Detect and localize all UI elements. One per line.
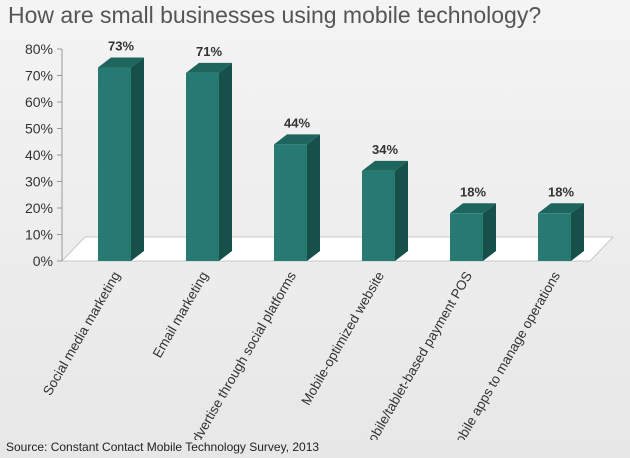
y-tick-label: 50% [25,121,53,137]
y-tick-label: 70% [25,68,53,84]
bar-value-label: 73% [108,39,134,54]
chart-floor [61,236,614,262]
x-tick-label: Advertise through social platforms [184,269,299,440]
y-tick-label: 20% [25,200,53,216]
bar-top [98,57,144,68]
bar-chart: 0% 10% 20% 30% 40% 50% 60% 70% 80% 73% 71% 44% 34% 18… [25,39,614,440]
bar-top [362,160,408,171]
bar-top [450,203,496,214]
y-tick-label: 10% [25,227,53,243]
y-tick-label: 60% [25,94,53,110]
bar-value-label: 44% [284,115,310,130]
bar-value-label: 71% [196,44,222,59]
bar-side [395,160,408,261]
y-tick-label: 80% [25,41,53,57]
bar [362,170,395,261]
bar-side [219,62,232,261]
bar [274,144,307,261]
x-tick-label: Mobile/tablet-based payment POS [359,269,475,440]
bar-value-label: 34% [372,142,398,157]
y-tick-label: 0% [33,253,53,269]
y-tick-label: 30% [25,174,53,190]
bar-side [307,134,320,261]
x-tick-label: Email marketing [150,269,211,360]
bar [98,67,131,261]
bar-value-label: 18% [460,184,486,199]
bar [538,213,571,261]
x-tick-label: Social media marketing [40,269,123,398]
bar-top [538,203,584,214]
bar-side [131,57,144,261]
bar-side [571,203,584,261]
bar-side [483,203,496,261]
bar [450,213,483,261]
bar-top [186,62,232,73]
bar-top [274,134,320,145]
x-tick-label: Mobile-optimized website [298,269,387,408]
source-note: Source: Constant Contact Mobile Technolo… [6,440,320,454]
bar [186,72,219,261]
bar-value-label: 18% [548,184,574,199]
y-tick-label: 40% [25,147,53,163]
chart-title: How are small businesses using mobile te… [8,2,542,28]
